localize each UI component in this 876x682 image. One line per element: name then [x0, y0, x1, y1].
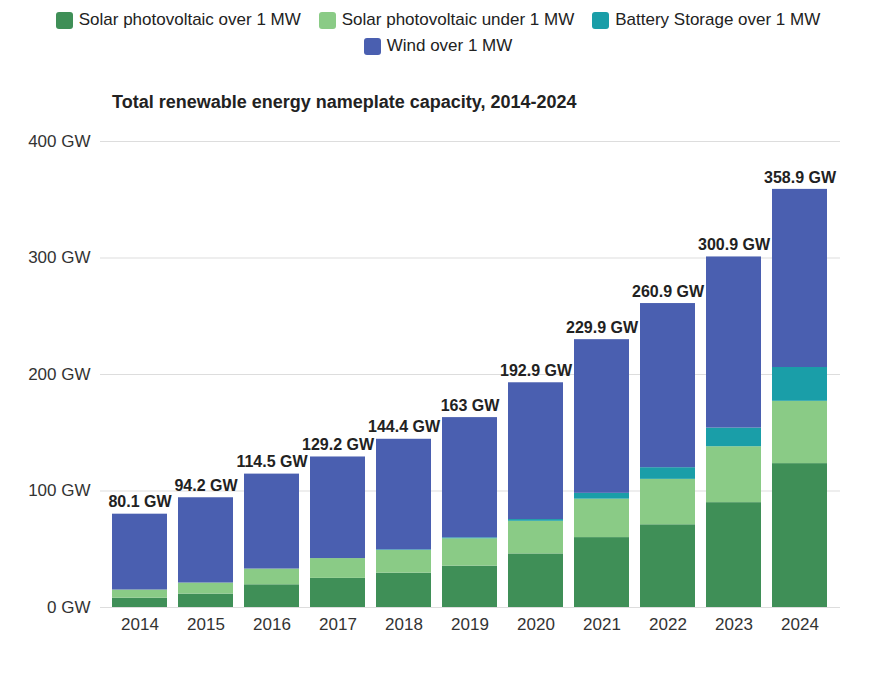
svg-text:0 GW: 0 GW [47, 598, 90, 617]
svg-text:229.9 GW: 229.9 GW [566, 319, 639, 336]
svg-text:2020: 2020 [517, 615, 555, 634]
svg-text:2023: 2023 [715, 615, 753, 634]
svg-text:2021: 2021 [583, 615, 621, 634]
svg-text:200 GW: 200 GW [28, 365, 90, 384]
html-text:Solar photovoltaic over 1 MW: Solar photovoltaic over 1 MW [78, 10, 301, 29]
svg-text:2024: 2024 [781, 615, 819, 634]
svg-text:80.1 GW: 80.1 GW [108, 493, 172, 510]
svg-text:2019: 2019 [451, 615, 489, 634]
html-text:Battery Storage over 1 MW: Battery Storage over 1 MW [615, 10, 821, 29]
svg-text:114.5 GW: 114.5 GW [236, 453, 308, 470]
svg-text:2022: 2022 [649, 615, 687, 634]
svg-text:129.2 GW: 129.2 GW [302, 436, 375, 453]
html-text:Wind over 1 MW: Wind over 1 MW [386, 36, 513, 55]
svg-text:260.9 GW: 260.9 GW [632, 283, 705, 300]
svg-text:144.4 GW: 144.4 GW [368, 418, 441, 435]
svg-text:358.9 GW: 358.9 GW [764, 169, 837, 186]
html-text:Total renewable energy namepla: Total renewable energy nameplate capacit… [112, 92, 577, 112]
html-text:Solar photovoltaic under 1 MW: Solar photovoltaic under 1 MW [341, 10, 575, 29]
svg-text:192.9 GW: 192.9 GW [500, 362, 573, 379]
svg-text:94.2 GW: 94.2 GW [174, 477, 238, 494]
svg-text:300.9 GW: 300.9 GW [698, 236, 771, 253]
svg-text:2015: 2015 [187, 615, 225, 634]
svg-text:300 GW: 300 GW [28, 248, 90, 267]
svg-text:100 GW: 100 GW [28, 481, 90, 500]
svg-text:2016: 2016 [253, 615, 291, 634]
svg-text:2018: 2018 [385, 615, 423, 634]
svg-text:2017: 2017 [319, 615, 357, 634]
svg-text:400 GW: 400 GW [28, 132, 90, 151]
svg-text:2014: 2014 [121, 615, 159, 634]
svg-text:163 GW: 163 GW [441, 397, 501, 414]
